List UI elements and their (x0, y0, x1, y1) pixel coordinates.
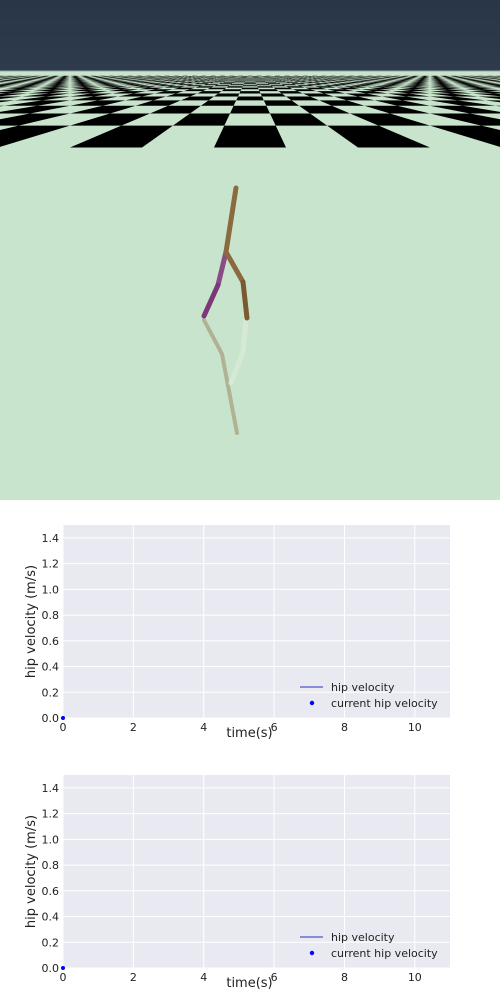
x-tick-label: 6 (271, 721, 278, 734)
sky (0, 0, 500, 71)
y-tick-label: 1.0 (42, 583, 60, 596)
x-tick-label: 2 (130, 971, 137, 984)
hip-velocity-chart-top: 0 2 4 6 8 10 0.0 0.2 0.4 0.6 0.8 1.0 1.2 1.4 time(s) hi… (24, 525, 450, 741)
x-tick-label: 4 (200, 971, 207, 984)
legend: hip velocity current hip velocity (300, 681, 438, 710)
y-tick-label: 0.2 (42, 936, 60, 949)
y-tick-label: 0.6 (42, 635, 60, 648)
plot-area (63, 525, 450, 718)
y-tick-label: 1.4 (42, 782, 60, 795)
y-tick-label: 1.0 (42, 833, 60, 846)
x-tick-label: 0 (60, 721, 67, 734)
y-axis-label: hip velocity (m/s) (24, 815, 39, 928)
legend-point-swatch (309, 950, 315, 956)
legend-point-swatch (309, 700, 315, 706)
floor-dark-tiles (0, 75, 500, 148)
y-tick-label: 0.6 (42, 885, 60, 898)
walker-torso (223, 185, 239, 255)
legend-label: hip velocity (331, 681, 395, 694)
y-tick-label: 0.4 (42, 911, 60, 924)
plot-area (63, 775, 450, 968)
y-tick-label: 0.8 (42, 609, 60, 622)
y-tick-label: 0.0 (42, 962, 60, 975)
walker-left-thigh (215, 249, 229, 288)
y-tick-label: 1.2 (42, 558, 60, 571)
walker-model (201, 185, 250, 321)
y-tick-label: 0.8 (42, 859, 60, 872)
current-point-marker (61, 716, 65, 720)
y-axis-label: hip velocity (m/s) (24, 565, 39, 678)
y-tick-label: 1.4 (42, 532, 60, 545)
x-tick-label: 8 (341, 971, 348, 984)
x-axis-label: time(s) (226, 976, 272, 991)
walker-right-thigh (223, 249, 246, 285)
legend-label: current hip velocity (331, 697, 438, 710)
current-point-marker (61, 966, 65, 970)
y-tick-label: 0.2 (42, 686, 60, 699)
y-tick-label: 1.2 (42, 808, 60, 821)
x-tick-label: 10 (408, 971, 422, 984)
x-tick-label: 2 (130, 721, 137, 734)
x-tick-label: 0 (60, 971, 67, 984)
legend-label: hip velocity (331, 931, 395, 944)
hip-velocity-chart-bottom: 0 2 4 6 8 10 0.0 0.2 0.4 0.6 0.8 1.0 1.2 1.4 time(s) hi… (24, 775, 450, 991)
x-tick-label: 10 (408, 721, 422, 734)
x-tick-label: 6 (271, 971, 278, 984)
simulation-viewport (0, 0, 500, 500)
x-tick-label: 4 (200, 721, 207, 734)
x-axis-label: time(s) (226, 726, 272, 741)
checkerboard-floor (0, 71, 500, 500)
walker-right-shin (240, 279, 250, 321)
y-tick-label: 0.4 (42, 661, 60, 674)
reflection-torso-leg (202, 318, 239, 435)
y-tick-label: 0.0 (42, 712, 60, 725)
walker-reflection (202, 317, 249, 435)
legend-label: current hip velocity (331, 947, 438, 960)
walker-left-shin (201, 282, 221, 319)
x-tick-label: 8 (341, 721, 348, 734)
legend: hip velocity current hip velocity (300, 931, 438, 960)
reflection-right-leg (228, 317, 249, 386)
